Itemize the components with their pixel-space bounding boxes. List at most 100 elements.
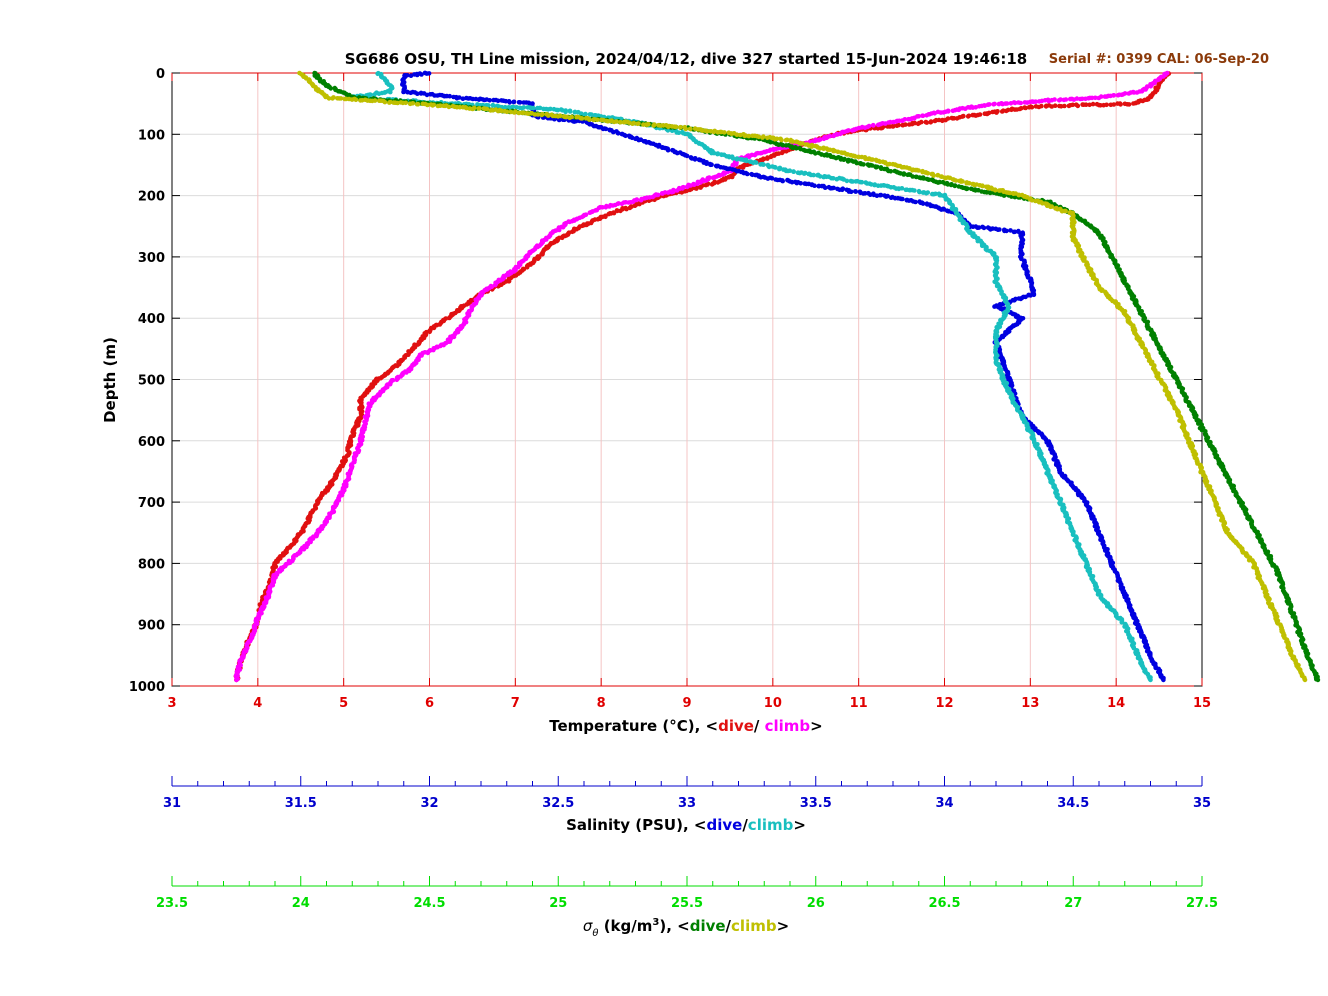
sigma-climb-point: [618, 119, 623, 125]
temperature-dive-point: [894, 123, 900, 128]
temperature-climb-point: [1115, 93, 1121, 98]
salinity-dive-point: [684, 153, 690, 159]
temperature-climb-point: [1008, 101, 1014, 106]
temperature-climb-point: [870, 122, 876, 128]
salinity-dive-point: [745, 171, 750, 177]
salinity-dive-point: [885, 193, 890, 199]
temperature-axis-label: Temperature (°C), <dive/ climb>: [549, 717, 823, 735]
temperature-tick-label: 14: [1107, 696, 1125, 711]
sigma-climb-point: [425, 102, 430, 108]
sigma-climb-point: [993, 188, 998, 193]
salinity-climb-point: [787, 168, 793, 173]
sigma-climb-point: [870, 157, 875, 162]
sigma-climb-point: [353, 97, 359, 103]
temperature-tick-label: 6: [425, 696, 434, 711]
salinity-dive-point: [556, 117, 562, 123]
salinity-tick-label: 31.5: [285, 796, 317, 811]
salinity-dive-point: [503, 98, 509, 104]
temperature-climb-point: [950, 108, 956, 114]
salinity-climb-point: [859, 179, 865, 185]
salinity-dive-point: [507, 100, 512, 105]
sigma-climb-point: [704, 129, 710, 134]
salinity-label-sep: /: [742, 816, 748, 834]
sigma-tick-label: 27.5: [1186, 896, 1218, 911]
temperature-tick-label: 8: [597, 696, 606, 711]
sigma-climb-point: [734, 132, 740, 137]
sigma-climb-point: [931, 173, 936, 178]
sigma-dive-point: [1001, 193, 1007, 198]
sigma-climb-point: [756, 134, 762, 140]
temperature-dive-point: [907, 122, 912, 127]
temperature-dive-point: [1108, 102, 1114, 108]
sigma-climb-point: [484, 106, 490, 112]
sigma-climb-point: [809, 144, 815, 149]
temperature-dive-point: [965, 114, 971, 119]
salinity-dive-point: [822, 185, 828, 190]
temperature-climb-point: [1037, 99, 1042, 104]
salinity-climb-point: [711, 150, 717, 156]
salinity-tick-label: 32: [420, 796, 438, 811]
salinity-dive-point: [704, 161, 709, 166]
salinity-climb-point: [548, 106, 553, 112]
depth-tick-label: 0: [156, 67, 165, 82]
salinity-dive-point: [976, 225, 982, 230]
salinity-dive-point: [1161, 677, 1166, 683]
temperature-climb-point: [850, 128, 855, 133]
sigma-climb-point: [382, 99, 388, 105]
salinity-dive-point: [511, 99, 517, 105]
temperature-climb-series: [233, 70, 1170, 683]
temperature-dive-point: [1087, 102, 1092, 108]
temperature-climb-point: [920, 113, 926, 119]
temperature-climb-point: [587, 210, 593, 215]
salinity-dive-point: [1004, 228, 1009, 234]
salinity-dive-point: [862, 191, 868, 196]
temperature-climb-point: [875, 122, 881, 128]
sigma-climb-point: [817, 146, 823, 151]
sigma-tick-label: 26.5: [928, 896, 960, 911]
temperature-climb-point: [977, 104, 982, 109]
salinity-dive-point: [913, 199, 918, 205]
sigma-label-suffix: >: [777, 917, 790, 935]
salinity-climb-point: [579, 111, 584, 117]
salinity-dive-point: [487, 98, 493, 103]
temperature-dive-point: [1074, 102, 1079, 107]
sigma-climb-point: [431, 102, 437, 108]
salinity-climb-point: [572, 109, 578, 115]
salinity-dive-point: [495, 98, 501, 104]
sigma-climb-point: [646, 121, 651, 127]
temperature-dive-point: [624, 206, 629, 212]
salinity-climb-point: [744, 158, 749, 164]
salinity-dive-point: [709, 162, 714, 167]
salinity-dive-point: [878, 192, 884, 198]
salinity-tick-label: 33: [678, 796, 696, 811]
depth-tick-label: 600: [138, 435, 165, 450]
salinity-climb-point: [567, 109, 573, 114]
salinity-dive-point: [615, 130, 621, 136]
salinity-dive-point: [603, 126, 609, 132]
depth-tick-label: 300: [138, 251, 165, 266]
sigma-climb-point: [338, 96, 344, 101]
sigma-climb-point: [761, 134, 766, 139]
salinity-climb-point: [761, 162, 766, 167]
salinity-dive-point: [1012, 229, 1018, 235]
salinity-dive-point: [831, 185, 836, 191]
temperature-dive-point: [395, 363, 400, 369]
sigma-tick-label: 24.5: [413, 896, 445, 911]
sigma-dive-point: [861, 162, 866, 167]
temperature-dive-point: [1043, 104, 1049, 109]
sigma-tick-label: 25: [549, 896, 567, 911]
sigma-label-climb: climb: [731, 917, 777, 935]
sigma-dive-point: [888, 169, 894, 174]
salinity-label-suffix: >: [793, 816, 806, 834]
temperature-climb-point: [674, 188, 680, 193]
salinity-dive-point: [769, 176, 775, 181]
temperature-tick-label: 11: [850, 696, 868, 711]
sigma-label-dive: dive: [690, 917, 726, 935]
salinity-dive-point: [839, 187, 845, 193]
temperature-dive-point: [1057, 103, 1062, 109]
temperature-climb-point: [1083, 96, 1088, 102]
sigma-climb-point: [925, 171, 931, 176]
temperature-dive-point: [709, 182, 715, 187]
depth-tick-label: 800: [138, 557, 165, 572]
